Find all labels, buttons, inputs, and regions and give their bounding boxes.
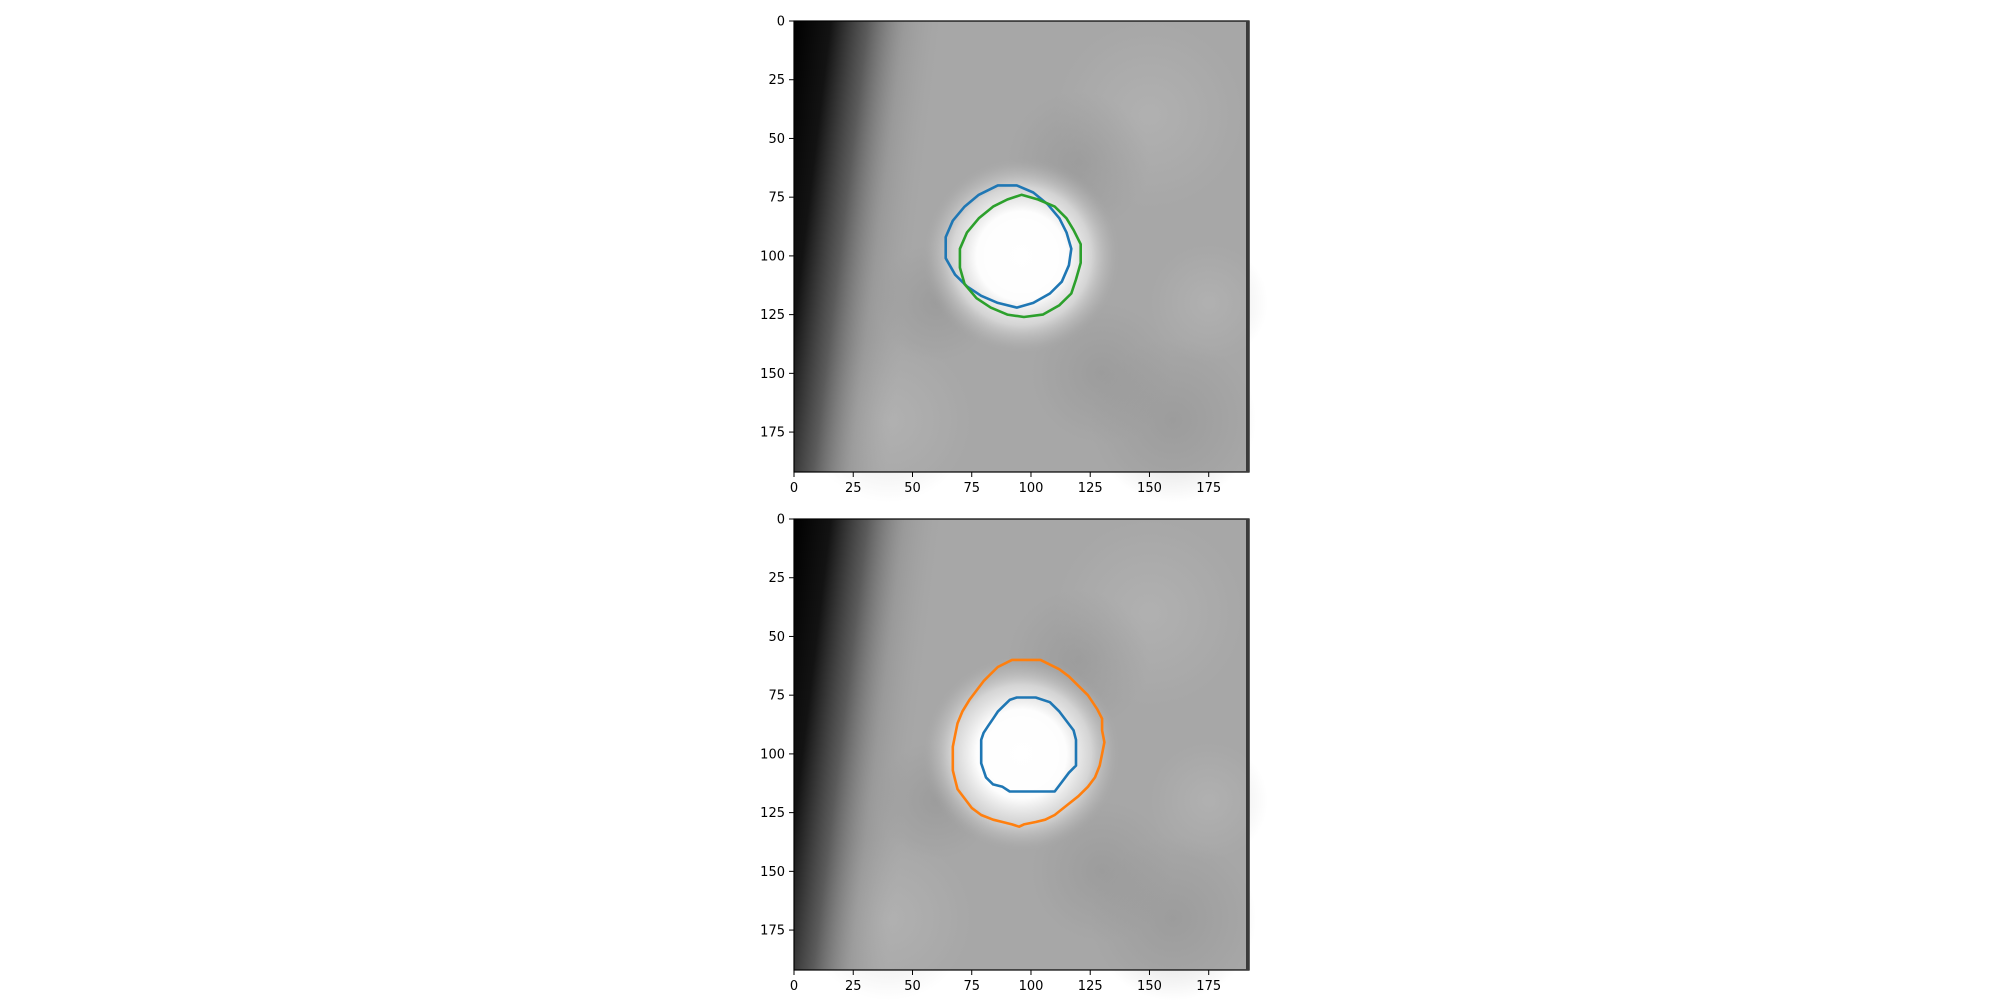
- x-tick-label: 50: [904, 481, 921, 496]
- y-tick-label: 150: [760, 367, 785, 382]
- y-tick-label: 0: [777, 513, 785, 528]
- contour-line-1: [944, 184, 1073, 309]
- y-tick-label: 100: [760, 747, 785, 762]
- y-tick-label: 125: [760, 308, 785, 323]
- x-tick-label: 125: [1078, 481, 1103, 496]
- contour-line-2: [979, 696, 1078, 793]
- top-image-panel: 0 25 50 75 100 125 150 175 0 25 50 75 100 125 150 175: [760, 15, 1268, 503]
- image-right-edge: [1246, 519, 1249, 970]
- bottom-image-panel: 0 25 50 75 100 125 150 175 0 25 50 75 100 125 150 175: [760, 513, 1268, 1000]
- x-tick-label: 0: [790, 481, 798, 496]
- contour-line-2: [958, 193, 1082, 319]
- image-background: [794, 519, 1268, 1000]
- contour-line-1: [951, 658, 1106, 828]
- y-tick-label: 50: [768, 132, 785, 147]
- x-tick-label: 175: [1196, 481, 1221, 496]
- y-tick-label: 75: [768, 689, 785, 704]
- x-tick-label: 0: [790, 979, 798, 994]
- y-tick-label: 50: [768, 630, 785, 645]
- image-background: [794, 21, 1268, 503]
- y-tick-label: 175: [760, 426, 785, 441]
- x-tick-label: 150: [1137, 481, 1162, 496]
- y-tick-label: 125: [760, 806, 785, 821]
- x-tick-label: 100: [1019, 979, 1044, 994]
- y-tick-label: 25: [768, 73, 785, 88]
- x-tick-label: 175: [1196, 979, 1221, 994]
- x-tick-label: 150: [1137, 979, 1162, 994]
- image-right-edge: [1246, 21, 1249, 472]
- x-tick-label: 25: [845, 979, 862, 994]
- y-tick-label: 0: [777, 15, 785, 30]
- x-tick-label: 125: [1078, 979, 1103, 994]
- y-tick-label: 100: [760, 249, 785, 264]
- y-tick-label: 175: [760, 924, 785, 939]
- y-tick-label: 25: [768, 571, 785, 586]
- x-tick-label: 25: [845, 481, 862, 496]
- x-tick-label: 100: [1019, 481, 1044, 496]
- x-tick-label: 50: [904, 979, 921, 994]
- image-bright-blob: [921, 157, 1122, 355]
- x-tick-label: 75: [963, 979, 980, 994]
- x-tick-label: 75: [963, 481, 980, 496]
- y-tick-label: 75: [768, 191, 785, 206]
- y-tick-label: 150: [760, 865, 785, 880]
